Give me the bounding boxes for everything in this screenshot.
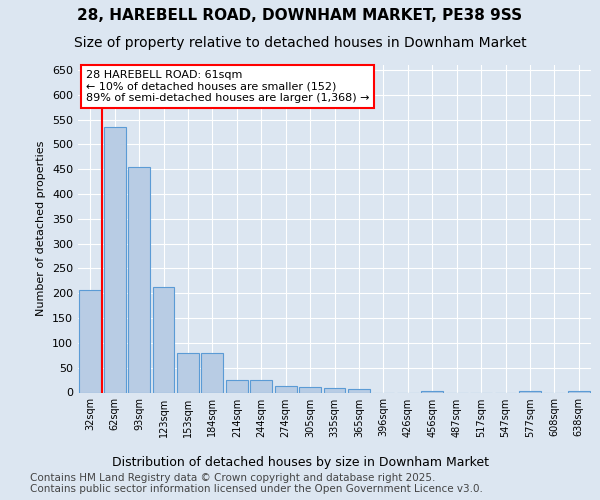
Bar: [177, 353, 199, 393]
Bar: [226, 380, 248, 392]
Bar: [202, 353, 223, 393]
Bar: [275, 386, 296, 392]
Bar: [250, 380, 272, 392]
Bar: [519, 390, 541, 392]
Bar: [152, 288, 175, 393]
Text: Contains public sector information licensed under the Open Government Licence v3: Contains public sector information licen…: [30, 484, 483, 494]
Bar: [79, 290, 101, 392]
Y-axis label: Number of detached properties: Number of detached properties: [37, 141, 46, 316]
Bar: [421, 390, 443, 392]
Bar: [323, 388, 346, 392]
Bar: [568, 390, 590, 392]
Text: Size of property relative to detached houses in Downham Market: Size of property relative to detached ho…: [74, 36, 526, 50]
Bar: [299, 386, 321, 392]
Text: Distribution of detached houses by size in Downham Market: Distribution of detached houses by size …: [112, 456, 488, 469]
Bar: [128, 166, 150, 392]
Text: Contains HM Land Registry data © Crown copyright and database right 2025.: Contains HM Land Registry data © Crown c…: [30, 473, 436, 483]
Text: 28, HAREBELL ROAD, DOWNHAM MARKET, PE38 9SS: 28, HAREBELL ROAD, DOWNHAM MARKET, PE38 …: [77, 8, 523, 23]
Bar: [104, 127, 125, 392]
Text: 28 HAREBELL ROAD: 61sqm
← 10% of detached houses are smaller (152)
89% of semi-d: 28 HAREBELL ROAD: 61sqm ← 10% of detache…: [86, 70, 369, 103]
Bar: [348, 389, 370, 392]
